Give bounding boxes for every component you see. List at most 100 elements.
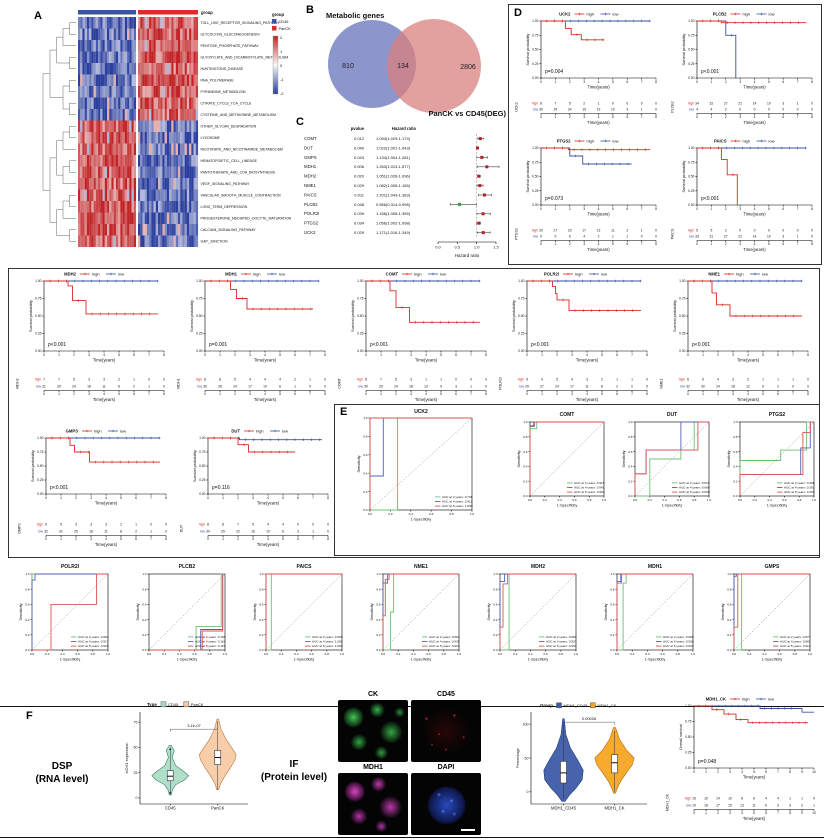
svg-text:18: 18 <box>409 384 413 388</box>
svg-text:0: 0 <box>163 384 165 388</box>
svg-text:0: 0 <box>646 377 648 381</box>
svg-text:7: 7 <box>309 392 311 396</box>
svg-text:COMT: COMT <box>338 377 342 388</box>
roc-comt: COMT 0.0 0.0 0.2 0.2 0.4 0.4 0.6 0.6 0.8 0.8 1.0 1.0… <box>506 408 610 555</box>
svg-text:27: 27 <box>540 384 544 388</box>
svg-text:0.029: 0.029 <box>354 230 365 235</box>
svg-text:7: 7 <box>797 115 799 119</box>
svg-text:Time(years): Time(years) <box>737 397 760 402</box>
svg-text:6: 6 <box>626 207 628 211</box>
svg-text:0: 0 <box>204 392 206 396</box>
svg-text:8: 8 <box>165 537 167 541</box>
svg-text:5: 5 <box>601 392 603 396</box>
svg-text:MDH1 expression: MDH1 expression <box>124 743 129 774</box>
svg-text:2: 2 <box>280 35 282 40</box>
svg-text:0: 0 <box>768 107 770 111</box>
svg-text:0: 0 <box>327 522 329 526</box>
svg-text:Percentage: Percentage <box>515 748 520 768</box>
svg-text:4: 4 <box>598 207 600 211</box>
svg-text:GMPS: GMPS <box>765 564 780 570</box>
svg-text:CALCIUM_SIGNALING_PATHWAY: CALCIUM_SIGNALING_PATHWAY <box>201 228 257 232</box>
svg-text:3: 3 <box>739 242 741 246</box>
svg-text:1: 1 <box>222 496 224 500</box>
svg-text:0.2: 0.2 <box>259 633 264 637</box>
svg-text:0: 0 <box>696 115 698 119</box>
svg-text:low: low <box>613 12 619 17</box>
svg-text:PTGS2: PTGS2 <box>304 221 319 226</box>
svg-text:3: 3 <box>297 529 299 533</box>
svg-text:810: 810 <box>342 63 354 70</box>
svg-text:1: 1 <box>554 80 556 84</box>
svg-text:7: 7 <box>792 392 794 396</box>
svg-text:0: 0 <box>540 115 542 119</box>
svg-text:5: 5 <box>753 811 755 815</box>
svg-text:Time(years): Time(years) <box>93 397 116 402</box>
svg-text:0.00026: 0.00026 <box>582 716 597 721</box>
svg-text:5: 5 <box>612 115 614 119</box>
svg-text:low: low <box>533 107 539 111</box>
svg-text:8: 8 <box>655 207 657 211</box>
svg-text:5: 5 <box>120 537 122 541</box>
svg-text:low: low <box>38 529 44 533</box>
svg-text:6: 6 <box>765 770 767 774</box>
svg-text:2: 2 <box>237 496 239 500</box>
svg-text:0.75: 0.75 <box>688 160 695 164</box>
svg-text:0.25: 0.25 <box>199 478 206 482</box>
svg-text:high: high <box>94 429 102 434</box>
svg-text:NME1: NME1 <box>708 272 720 277</box>
svg-text:30: 30 <box>206 529 210 533</box>
svg-text:0.6: 0.6 <box>733 450 738 454</box>
svg-text:AUC at 5 years: 0.933: AUC at 5 years: 0.933 <box>429 644 460 648</box>
svg-text:13: 13 <box>424 384 428 388</box>
roc-mdh1: MDH1 0.0 0.0 0.2 0.2 0.4 0.4 0.6 0.6 0.8 0.8 1.0 1.0… <box>591 560 705 707</box>
svg-text:0.012: 0.012 <box>354 136 365 141</box>
if-image-mdh1: MDH1 <box>338 764 408 835</box>
svg-text:POLR2I: POLR2I <box>544 272 559 277</box>
svg-text:TOLL_LIKE_RECEPTOR_SIGNALING_P: TOLL_LIKE_RECEPTOR_SIGNALING_PATHWAY <box>201 21 281 25</box>
svg-text:1-Specificity: 1-Specificity <box>411 658 432 662</box>
svg-text:11: 11 <box>104 529 108 533</box>
svg-text:6: 6 <box>297 496 299 500</box>
svg-text:AUC at 2 years: 0.994: AUC at 2 years: 0.994 <box>78 635 109 639</box>
svg-text:6: 6 <box>297 537 299 541</box>
svg-text:0: 0 <box>797 228 799 232</box>
svg-text:Time(years): Time(years) <box>257 501 280 506</box>
svg-text:1: 1 <box>222 537 224 541</box>
svg-text:Sensitivity: Sensitivity <box>19 603 23 620</box>
svg-text:0.2: 0.2 <box>388 512 393 516</box>
svg-text:2: 2 <box>801 803 803 807</box>
svg-text:7: 7 <box>312 496 314 500</box>
svg-text:CITRATE_CYCLE_TCA_CYCLE: CITRATE_CYCLE_TCA_CYCLE <box>201 102 253 106</box>
svg-text:0.4: 0.4 <box>662 498 667 502</box>
svg-text:0: 0 <box>297 522 299 526</box>
svg-text:0.8: 0.8 <box>628 435 633 439</box>
if-image-cd45-label: CD45 <box>437 691 455 698</box>
roc-plcb2: PLCB2 0.0 0.0 0.2 0.2 0.4 0.4 0.6 0.6 0.8 0.8 1.0 1.… <box>123 560 237 707</box>
svg-text:1.00: 1.00 <box>35 279 42 283</box>
roc-mdh1-svg: MDH1 0.00.0 0.2 0.2 0.4 0.4 0.6 0.6 0.8 0.8 1.0 1.0… <box>604 564 695 662</box>
svg-text:0: 0 <box>312 522 314 526</box>
svg-text:6: 6 <box>626 242 628 246</box>
svg-text:7: 7 <box>641 242 643 246</box>
violin-plot-if-svg: Group MDH1_CD45 MDH1_CK 0 50 100 MDH1_CD45 MDH1… <box>515 702 647 811</box>
svg-text:0.8: 0.8 <box>727 587 732 591</box>
svg-text:1: 1 <box>789 796 791 800</box>
svg-text:2: 2 <box>234 353 236 357</box>
svg-text:0: 0 <box>641 234 643 238</box>
svg-text:2: 2 <box>725 115 727 119</box>
svg-text:POLR2I: POLR2I <box>304 211 319 216</box>
svg-text:UCK2: UCK2 <box>414 409 428 415</box>
svg-text:1.0: 1.0 <box>223 652 228 656</box>
svg-text:3: 3 <box>782 101 784 105</box>
svg-text:0.25: 0.25 <box>688 189 695 193</box>
svg-text:2: 2 <box>118 377 120 381</box>
svg-text:0.4: 0.4 <box>628 465 633 469</box>
svg-text:low: low <box>118 272 124 277</box>
svg-text:PTGS2: PTGS2 <box>557 139 571 144</box>
svg-text:0.034: 0.034 <box>354 221 365 226</box>
svg-text:8: 8 <box>118 384 120 388</box>
svg-text:NME1: NME1 <box>414 564 428 570</box>
km-plcb2: PLCB2 high low 1.00 0.75 0.50 0.25 0.00 0 1 2 3 4 5 6 7… <box>667 8 822 139</box>
